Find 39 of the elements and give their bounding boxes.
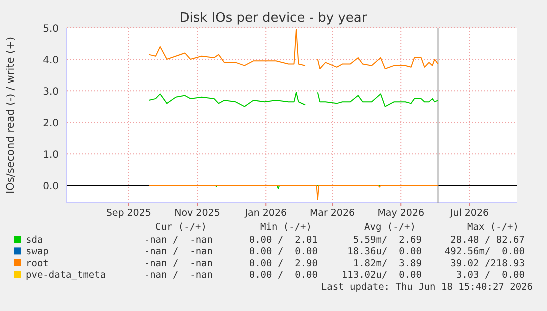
text: -nan / -nan xyxy=(144,246,213,258)
text: 18.36u/ 0.00 xyxy=(348,246,422,258)
text: Last update: Thu Jun 18 15:40:27 2026 xyxy=(321,282,534,293)
x-tick-label: Jul 2026 xyxy=(449,208,490,219)
text: 0.00 / 2.90 xyxy=(249,258,318,270)
y-tick-label: 0.0 xyxy=(43,182,59,193)
y-tick-label: 5.0 xyxy=(43,24,59,35)
x-tick-label: Sep 2025 xyxy=(106,208,152,219)
text: 28.48 / 82.67 xyxy=(450,235,525,246)
text: Avg (-/+) xyxy=(364,222,416,233)
text: -nan / -nan xyxy=(144,258,213,270)
text: 5.59m/ 2.69 xyxy=(353,235,422,246)
text: 113.02u/ 0.00 xyxy=(342,270,422,282)
text: 0.00 / 0.00 xyxy=(249,270,318,282)
text: Min (-/+) xyxy=(260,222,312,233)
text: 492.56m/ 0.00 xyxy=(444,246,526,258)
text: Max (-/+) xyxy=(468,222,519,233)
x-tick-label: Jan 2026 xyxy=(244,208,288,219)
y-tick-label: 4.0 xyxy=(43,56,59,67)
legend-label: swap xyxy=(26,246,50,258)
y-tick-label: 1.0 xyxy=(43,150,59,162)
text: Cur (-/+) xyxy=(156,222,207,233)
x-tick-label: Mar 2026 xyxy=(310,208,356,219)
text: -nan / -nan xyxy=(144,235,213,246)
y-axis-title: IOs/second read (-) / write (+) xyxy=(5,36,17,194)
x-tick-label: May 2026 xyxy=(378,208,425,219)
y-tick-label: 2.0 xyxy=(43,118,59,130)
legend-label: pve-data_tmeta xyxy=(26,270,106,282)
legend-label: root xyxy=(26,258,49,270)
y-tick-label: 3.0 xyxy=(43,87,59,98)
legend-label: sda xyxy=(26,235,44,246)
x-tick-label: Nov 2025 xyxy=(174,208,220,219)
text: 3.03 / 0.00 xyxy=(456,270,526,282)
text: 1.82m/ 3.89 xyxy=(353,258,422,270)
text: 39.02 /218.93 xyxy=(450,258,525,270)
chart-title: Disk IOs per device - by year xyxy=(180,11,368,26)
text: -nan / -nan xyxy=(144,270,213,282)
text: 0.00 / 0.00 xyxy=(249,246,318,258)
text: 0.00 / 2.01 xyxy=(249,235,318,246)
